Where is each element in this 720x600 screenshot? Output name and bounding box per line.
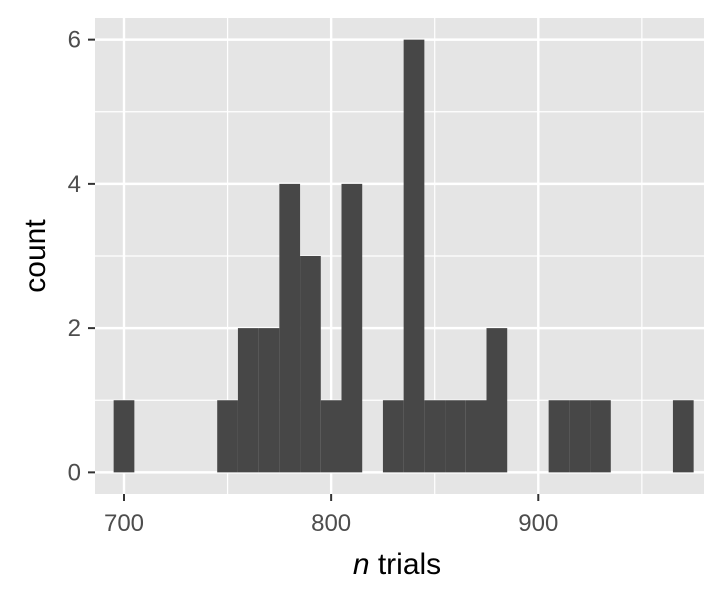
histogram-bar xyxy=(113,400,135,473)
histogram-bar xyxy=(258,328,280,473)
histogram-bar xyxy=(486,328,508,473)
histogram-bar xyxy=(590,400,611,473)
x-axis-title-rest: trials xyxy=(370,548,442,581)
histogram-bar xyxy=(424,400,446,473)
y-tick-labels: 0 2 4 6 xyxy=(68,27,81,487)
histogram-bar xyxy=(382,400,404,473)
histogram-bar xyxy=(672,400,694,473)
y-tick-label: 4 xyxy=(68,171,81,198)
y-tick-label: 0 xyxy=(68,459,81,486)
histogram-bar xyxy=(445,400,466,473)
y-tick-label: 2 xyxy=(68,315,81,342)
histogram-bar xyxy=(548,400,570,473)
histogram-bar xyxy=(217,400,238,473)
axis-ticks xyxy=(88,38,540,501)
y-tick-label: 6 xyxy=(68,27,81,54)
histogram-bar xyxy=(403,39,425,473)
x-axis-title: n trials xyxy=(353,548,441,581)
histogram-bar xyxy=(320,400,342,473)
x-tick-label: 800 xyxy=(311,510,351,537)
histogram-bar xyxy=(341,183,363,473)
histogram-bar xyxy=(465,400,487,473)
histogram-bar xyxy=(569,400,591,473)
histogram-bar xyxy=(279,183,301,473)
histogram-bars xyxy=(113,39,694,473)
x-axis-title-italic: n xyxy=(353,548,370,581)
x-tick-label: 700 xyxy=(104,510,144,537)
histogram-bar xyxy=(300,256,321,473)
x-tick-labels: 700 800 900 xyxy=(104,510,558,537)
histogram-bar xyxy=(237,328,259,473)
y-axis-title: count xyxy=(19,219,52,293)
x-tick-label: 900 xyxy=(518,510,558,537)
